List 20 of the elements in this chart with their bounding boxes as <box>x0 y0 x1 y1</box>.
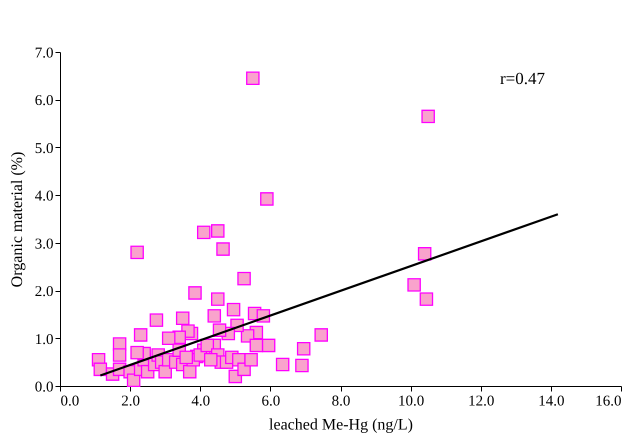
y-axis-title: Organic material (%) <box>8 152 26 288</box>
x-tick-label: 12.0 <box>468 394 494 410</box>
y-tick-label: 1.0 <box>34 332 54 348</box>
y-tick-label: 4.0 <box>34 188 54 205</box>
x-tick-label: 0.0 <box>60 394 80 410</box>
x-tick-label: 14.0 <box>538 394 564 410</box>
y-tick-label: 6.0 <box>34 93 54 110</box>
y-tick-label: 7.0 <box>34 46 54 62</box>
x-tick-label: 6.0 <box>262 394 280 410</box>
y-tick-label: 2.0 <box>34 284 54 300</box>
y-tick-label: 5.0 <box>34 140 54 157</box>
annotation: r=0.47 <box>500 69 546 88</box>
x-axis-title: leached Me-Hg (ng/L) <box>269 416 413 434</box>
x-tick-label: 2.0 <box>121 394 140 410</box>
x-tick-label: 16.0 <box>595 394 622 410</box>
y-tick-label: 3.0 <box>34 236 54 252</box>
x-tick-label: 4.0 <box>191 394 210 410</box>
x-tick-label: 10.0 <box>398 394 424 410</box>
x-tick-label: 8.0 <box>332 394 350 410</box>
y-tick-label: 0.0 <box>34 380 54 396</box>
